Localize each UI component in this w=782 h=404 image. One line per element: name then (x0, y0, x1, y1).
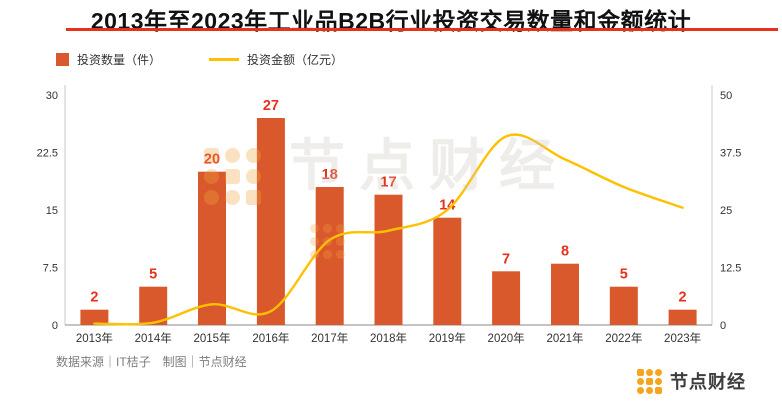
brand-logo: 节点财经 (637, 368, 746, 394)
bar-value-label: 2 (679, 290, 687, 306)
bar-value-label: 5 (620, 267, 628, 283)
left-axis-tick-label: 0 (52, 320, 58, 332)
bar-value-label: 18 (322, 167, 338, 183)
line-swatch-icon (209, 58, 240, 61)
x-axis-label: 2016年 (252, 331, 289, 345)
bar (609, 286, 638, 325)
bar (256, 118, 285, 325)
bar (433, 217, 462, 325)
brand-dots-icon (637, 368, 662, 394)
amount-line (93, 133, 684, 326)
right-axis-tick-label: 25 (720, 205, 732, 217)
x-axis-label: 2021年 (546, 331, 583, 345)
bar-value-label: 14 (439, 198, 455, 214)
left-axis-tick-label: 7.5 (43, 263, 58, 275)
x-axis-label: 2017年 (311, 331, 348, 345)
right-axis-tick-label: 37.5 (720, 148, 741, 160)
x-axis-label: 2018年 (370, 331, 407, 345)
bar-swatch-icon (56, 53, 69, 66)
brand-name: 节点财经 (670, 372, 746, 392)
bar (315, 187, 344, 325)
title-underline (66, 28, 778, 31)
bar (551, 263, 579, 325)
x-axis-label: 2019年 (429, 331, 466, 345)
chart-legend: 投资数量（件） 投资金额（亿元） (56, 51, 343, 68)
bar-value-label: 2 (90, 290, 98, 306)
right-axis-tick-label: 0 (720, 320, 726, 332)
left-axis-tick-label: 30 (46, 90, 58, 102)
bar-value-label: 7 (502, 251, 510, 267)
x-axis-label: 2014年 (135, 331, 172, 345)
x-axis-label: 2015年 (193, 331, 230, 345)
x-axis-label: 2020年 (488, 331, 525, 345)
bar (668, 309, 697, 325)
x-axis-label: 2013年 (76, 331, 113, 345)
right-axis-tick-label: 50 (720, 90, 732, 102)
legend-item-amount: 投资金额（亿元） (209, 51, 343, 68)
bar (80, 309, 109, 325)
bar-value-label: 20 (204, 152, 220, 168)
legend-label-count: 投资数量（件） (77, 53, 162, 67)
left-axis-tick-label: 22.5 (37, 148, 58, 160)
left-axis-tick-label: 15 (46, 205, 58, 217)
legend-item-count: 投资数量（件） (56, 51, 161, 68)
bar-value-label: 17 (380, 175, 396, 191)
legend-label-amount: 投资金额（亿元） (247, 53, 344, 67)
x-axis-label: 2022年 (605, 331, 642, 345)
x-axis-label: 2023年 (664, 331, 701, 345)
bar (139, 286, 168, 325)
bar-value-label: 5 (149, 267, 157, 283)
bar (492, 271, 521, 325)
bar (198, 171, 226, 325)
right-axis-tick-label: 12.5 (720, 263, 741, 275)
bar-value-label: 8 (561, 244, 569, 260)
bar-value-label: 27 (263, 98, 279, 114)
bar (374, 194, 403, 325)
source-note: 数据来源｜IT桔子 制图｜节点财经 (56, 355, 247, 369)
